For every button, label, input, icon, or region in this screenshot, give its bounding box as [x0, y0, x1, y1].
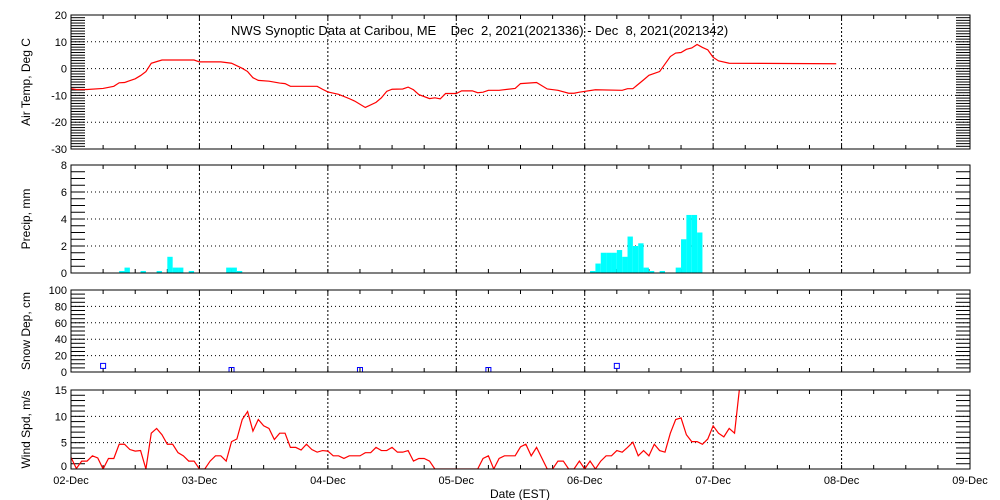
precip-bar	[606, 252, 612, 273]
y-tick-label: 20	[55, 351, 67, 363]
snow-frame	[70, 289, 971, 373]
x-axis-label: Date (EST)	[490, 487, 550, 500]
precip-bar	[188, 270, 195, 273]
snow-marker	[228, 367, 235, 372]
wind-panel: 0 5 10 15 Wind Spd, m/s	[19, 385, 971, 473]
snow-marker	[485, 367, 492, 372]
precip-frame	[70, 164, 971, 274]
y-tick-label: -20	[51, 117, 67, 129]
precip-bar	[595, 263, 601, 273]
x-tick-label: 07-Dec	[695, 475, 731, 487]
wind-frame	[70, 389, 971, 470]
y-tick-label: 0	[61, 268, 67, 280]
y-tick-label: 2	[61, 241, 67, 253]
snow-series	[100, 362, 620, 372]
y-tick-label: 5	[61, 438, 67, 450]
precip-y-axis-label: Precip, mm	[19, 189, 33, 250]
y-tick-label: 0	[61, 461, 67, 473]
precip-bar	[611, 252, 617, 273]
wind-line	[71, 390, 740, 469]
wind-y-axis-label: Wind Spd, m/s	[19, 390, 33, 468]
x-tick-label: 02-Dec	[53, 475, 89, 487]
snow-panel: 0 20 40 60 80 100 Snow Dep, cm	[19, 285, 971, 379]
y-tick-label: 0	[61, 64, 67, 76]
x-tick-label: 09-Dec	[952, 475, 988, 487]
y-tick-label: 60	[55, 318, 67, 330]
y-tick-label: 40	[55, 334, 67, 346]
precip-bar	[659, 270, 665, 273]
precip-bar	[600, 252, 607, 273]
precip-bar	[178, 267, 184, 273]
precip-bar	[140, 270, 146, 273]
y-tick-label: 100	[49, 285, 67, 297]
precip-series	[119, 214, 703, 273]
y-tick-label: 80	[55, 301, 67, 313]
precip-bar	[616, 250, 623, 273]
precip-bar	[622, 256, 628, 273]
chart-title: NWS Synoptic Data at Caribou, ME Dec 2, …	[231, 23, 728, 38]
precip-bar	[231, 267, 237, 273]
y-tick-label: 6	[61, 187, 67, 199]
precip-bar	[675, 267, 682, 273]
precip-bar	[172, 267, 179, 273]
precip-bar	[638, 243, 644, 273]
precip-bar	[156, 270, 162, 273]
y-tick-label: 10	[55, 411, 67, 423]
temp-series	[71, 43, 837, 109]
temp-frame	[70, 14, 971, 150]
x-tick-label: 06-Dec	[567, 475, 603, 487]
precip-bar	[236, 270, 243, 273]
precip-bar	[590, 270, 596, 273]
y-tick-label: 20	[55, 10, 67, 22]
temp-panel: -30 -20 -10 0 10 20 Air Temp, Deg C	[19, 10, 971, 156]
precip-bar	[632, 246, 639, 273]
precip-bar	[226, 267, 232, 273]
x-tick-label: 05-Dec	[439, 475, 475, 487]
precip-bar	[691, 214, 698, 273]
y-tick-label: 15	[55, 385, 67, 397]
snow-marker	[356, 367, 363, 372]
precip-bar	[697, 232, 703, 273]
precip-bar	[681, 239, 687, 273]
snow-y-axis-label: Snow Dep, cm	[19, 292, 33, 370]
x-tick-label: 04-Dec	[310, 475, 346, 487]
temp-y-axis-label: Air Temp, Deg C	[19, 38, 33, 126]
precip-panel: 0 2 4 6 8 Precip, mm	[19, 160, 971, 280]
precip-bar	[627, 236, 633, 273]
y-tick-label: -30	[51, 144, 67, 156]
y-tick-label: 4	[61, 214, 67, 226]
precip-bar	[648, 270, 655, 273]
y-tick-label: 10	[55, 37, 67, 49]
precip-bar	[643, 267, 649, 273]
precip-bar	[124, 267, 130, 273]
y-tick-label: 0	[61, 367, 67, 379]
temp-line	[71, 43, 837, 109]
wind-series	[71, 390, 740, 469]
precip-bar	[686, 214, 692, 273]
x-tick-label: 08-Dec	[824, 475, 860, 487]
y-tick-label: -10	[51, 90, 67, 102]
precip-bar	[119, 270, 125, 273]
x-tick-label: 03-Dec	[182, 475, 218, 487]
snow-marker	[100, 362, 107, 369]
snow-marker	[613, 362, 620, 369]
y-tick-label: 8	[61, 160, 67, 172]
precip-bar	[167, 256, 173, 273]
